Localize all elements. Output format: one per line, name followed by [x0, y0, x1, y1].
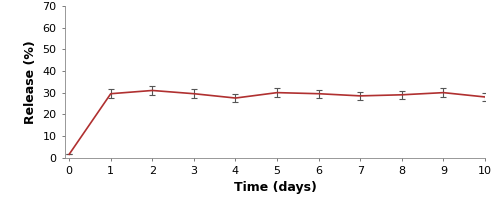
- Y-axis label: Release (%): Release (%): [24, 40, 37, 124]
- X-axis label: Time (days): Time (days): [234, 181, 316, 195]
